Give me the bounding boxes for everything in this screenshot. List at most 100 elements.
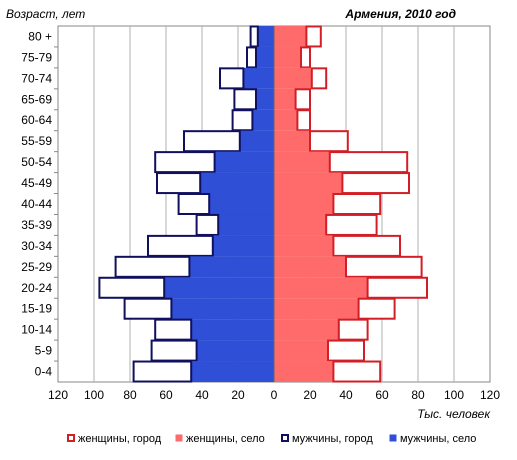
bar-men-rural [214, 151, 275, 173]
bar-men-urban [249, 25, 259, 48]
bar-women-rural [273, 298, 360, 320]
age-group-label: 5-9 [35, 344, 53, 358]
legend-men-rural: мужчины, село [389, 433, 476, 445]
bar-women-rural [273, 46, 302, 68]
bar-women-urban [332, 360, 382, 383]
x-tick-label: 80 [411, 388, 425, 402]
bar-men-rural [208, 193, 275, 215]
age-group-label: 30-34 [21, 239, 52, 253]
bar-men-rural [255, 88, 275, 110]
bar-women-urban [328, 151, 409, 174]
bar-women-urban [325, 213, 378, 236]
bar-men-rural [163, 277, 275, 299]
legend-label: мужчины, село [400, 433, 476, 445]
age-group-label: 70-74 [21, 71, 52, 85]
age-group-label: 45-49 [21, 176, 52, 190]
bar-men-rural [190, 319, 275, 341]
x-tick-label: 40 [339, 388, 353, 402]
bar-women-rural [273, 25, 307, 47]
bar-women-rural [273, 235, 334, 257]
legend-women-urban: женщины, город [67, 433, 162, 445]
age-group-label: 25-29 [21, 260, 52, 274]
bar-men-rural [239, 130, 275, 152]
bar-women-rural [273, 340, 329, 362]
bar-men-urban [219, 67, 245, 90]
x-axis-title: Тыс. человек [417, 407, 491, 421]
x-tick-label: 80 [123, 388, 137, 402]
bar-women-rural [273, 193, 334, 215]
legend-swatch [175, 434, 183, 442]
bars [98, 25, 429, 383]
bar-women-rural [273, 214, 327, 236]
chart-title: Армения, 2010 год [344, 7, 456, 21]
legend-swatch [389, 434, 397, 442]
bar-women-urban [332, 234, 401, 257]
bar-women-urban [300, 46, 311, 69]
bar-women-urban [357, 297, 396, 320]
bar-men-urban [132, 360, 193, 383]
age-group-label: 65-69 [21, 92, 52, 106]
bar-women-rural [273, 319, 340, 341]
bar-men-urban [98, 276, 166, 299]
bar-men-urban [147, 234, 214, 257]
bar-men-urban [233, 88, 257, 111]
age-group-label: 55-59 [21, 134, 52, 148]
age-group-label: 10-14 [21, 323, 52, 337]
bar-women-rural [273, 67, 313, 89]
bar-men-urban [156, 172, 202, 195]
x-tick-label: 100 [444, 388, 464, 402]
bar-men-urban [195, 213, 220, 236]
bar-men-rural [242, 67, 275, 89]
bar-men-urban [246, 46, 257, 69]
bar-women-urban [296, 109, 311, 132]
x-tick-label: 40 [195, 388, 209, 402]
bar-men-rural [257, 25, 275, 47]
bar-men-rural [190, 361, 275, 383]
y-axis-title: Возраст, лет [6, 7, 85, 21]
x-tick-label: 120 [480, 388, 500, 402]
bar-women-urban [337, 318, 369, 341]
age-group-label: 50-54 [21, 155, 52, 169]
x-tick-label: 20 [231, 388, 245, 402]
bar-women-urban [309, 130, 349, 153]
bar-women-urban [332, 193, 382, 215]
bar-men-urban [114, 255, 191, 278]
age-group-label: 15-19 [21, 302, 52, 316]
bar-men-rural [188, 256, 275, 278]
bar-men-urban [154, 151, 216, 174]
bar-women-rural [273, 277, 369, 299]
legend: женщины, город женщины, село мужчины, горо… [67, 433, 476, 445]
bar-men-urban [150, 339, 198, 362]
bar-women-urban [305, 25, 322, 48]
age-group-label: 75-79 [21, 50, 52, 64]
x-tick-label: 0 [271, 388, 278, 402]
bar-women-rural [273, 151, 331, 173]
bar-women-rural [273, 172, 343, 194]
bar-men-rural [196, 340, 275, 362]
bar-women-rural [273, 361, 334, 383]
legend-men-urban: мужчины, город [281, 433, 373, 445]
legend-label: мужчины, город [292, 433, 373, 445]
bar-women-urban [366, 276, 429, 299]
bar-women-rural [273, 256, 347, 278]
x-tick-label: 20 [303, 388, 317, 402]
legend-label: женщины, село [186, 433, 265, 445]
legend-women-rural: женщины, село [175, 433, 265, 445]
age-group-label: 0-4 [35, 365, 53, 379]
bar-women-rural [273, 109, 298, 131]
age-group-label: 80 + [28, 29, 52, 43]
legend-swatch [281, 434, 289, 442]
bar-men-rural [251, 109, 275, 131]
x-tick-label: 100 [84, 388, 104, 402]
bar-women-urban [327, 339, 365, 362]
bar-men-urban [123, 297, 173, 320]
x-tick-label: 120 [48, 388, 68, 402]
bar-men-rural [199, 172, 275, 194]
bar-women-urban [310, 67, 328, 90]
bar-men-rural [212, 235, 275, 257]
age-group-label: 40-44 [21, 197, 52, 211]
bar-women-urban [294, 88, 312, 111]
legend-label: женщины, город [78, 433, 162, 445]
x-tick-labels: 120 100 80 60 40 20 0 20 40 60 80 100 120 [48, 388, 500, 402]
